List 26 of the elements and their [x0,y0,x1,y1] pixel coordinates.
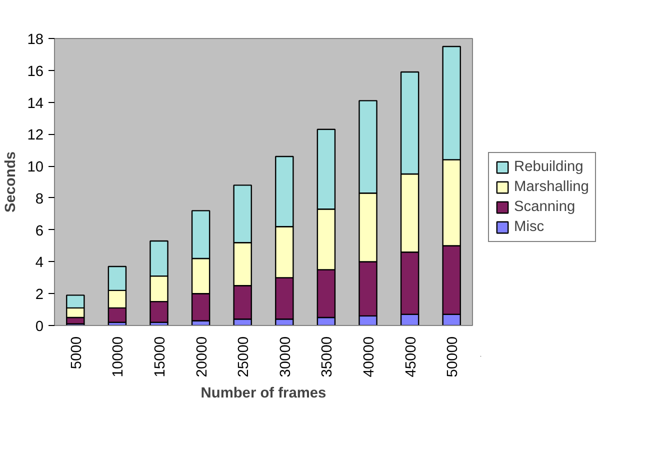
y-tick-label: 0 [35,319,44,335]
y-tick-label: 18 [27,32,44,48]
legend-label: Misc [514,219,544,235]
x-tick-label: 25000 [236,336,252,378]
x-tick-label: 20000 [194,336,210,378]
y-tick-label: 10 [27,160,44,176]
y-tick-label: 6 [35,223,44,240]
y-tick-label: 4 [35,255,44,272]
x-tick-label: 45000 [403,336,420,378]
legend-label: Rebuilding [514,159,584,175]
x-axis-title: Number of frames [200,385,326,402]
x-tick-label: 10000 [110,336,127,378]
x-tick-label: 40000 [362,336,378,378]
y-tick-label: 2 [35,287,44,304]
y-tick-label: 16 [27,64,44,80]
x-tick-label: 5000 [68,336,85,370]
x-tick-label: 50000 [445,336,462,378]
x-tick-label: 15000 [152,336,168,378]
x-tick-label: 35000 [320,336,336,378]
legend-label: Marshalling [514,179,589,195]
y-tick-label: 14 [27,96,44,112]
legend-label: Scanning [514,199,576,215]
y-tick-label: 12 [27,128,44,144]
y-tick-label: 8 [35,191,44,208]
y-axis-title: Seconds [3,151,20,213]
x-tick-label: 30000 [278,336,294,378]
